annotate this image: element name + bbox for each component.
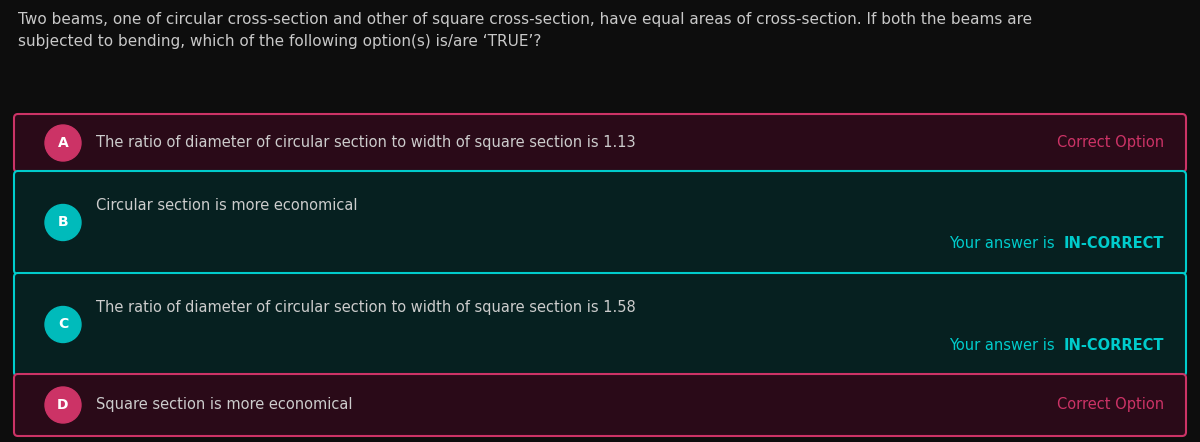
Circle shape (46, 387, 82, 423)
Text: The ratio of diameter of circular section to width of square section is 1.13: The ratio of diameter of circular sectio… (96, 136, 636, 150)
Circle shape (46, 125, 82, 161)
Text: D: D (58, 398, 68, 412)
Circle shape (46, 306, 82, 343)
Text: IN-CORRECT: IN-CORRECT (1063, 236, 1164, 251)
Text: The ratio of diameter of circular section to width of square section is 1.58: The ratio of diameter of circular sectio… (96, 300, 636, 315)
FancyBboxPatch shape (14, 273, 1186, 376)
Text: Your answer is: Your answer is (949, 236, 1060, 251)
Text: Square section is more economical: Square section is more economical (96, 397, 353, 412)
Text: Two beams, one of circular cross-section and other of square cross-section, have: Two beams, one of circular cross-section… (18, 12, 1032, 49)
Text: Circular section is more economical: Circular section is more economical (96, 198, 358, 213)
Text: C: C (58, 317, 68, 332)
FancyBboxPatch shape (14, 171, 1186, 274)
Circle shape (46, 205, 82, 240)
Text: B: B (58, 216, 68, 229)
FancyBboxPatch shape (14, 114, 1186, 172)
Text: Correct Option: Correct Option (1057, 397, 1164, 412)
Text: Your answer is: Your answer is (949, 338, 1060, 353)
Text: Correct Option: Correct Option (1057, 136, 1164, 150)
Text: IN-CORRECT: IN-CORRECT (1063, 338, 1164, 353)
Text: A: A (58, 136, 68, 150)
FancyBboxPatch shape (14, 374, 1186, 436)
